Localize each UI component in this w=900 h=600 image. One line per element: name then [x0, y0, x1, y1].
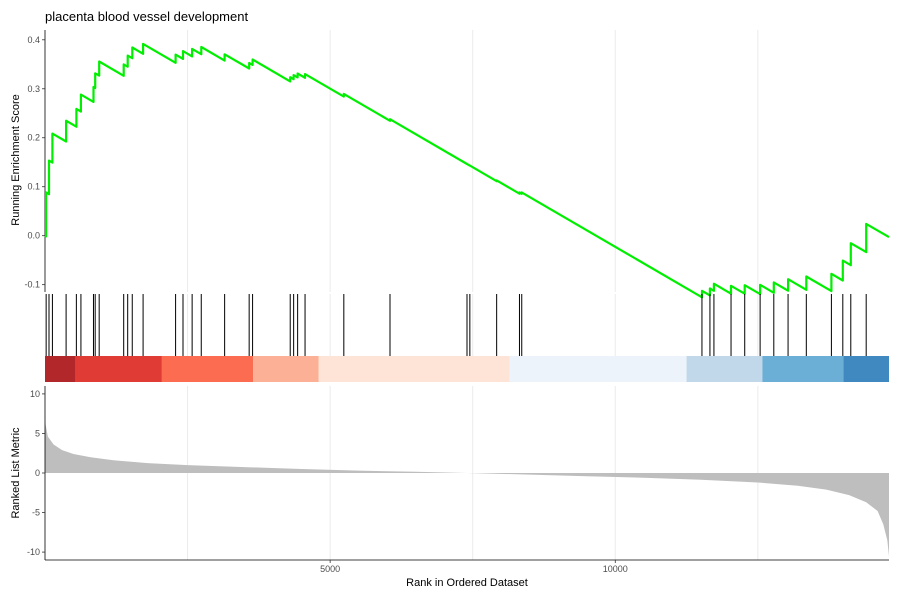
- rank-color-bar: [45, 356, 889, 382]
- enrichment-y-tick-label: -0.1: [24, 280, 40, 290]
- enrichment-gridlines: [187, 30, 759, 292]
- enrichment-y-tick-label: 0.3: [27, 84, 40, 94]
- enrichment-y-tick-label: 0.1: [27, 182, 40, 192]
- ranked-y-tick-label: 5: [35, 428, 40, 438]
- ranked-y-tick-label: 10: [30, 389, 40, 399]
- color-bar-segment: [762, 356, 844, 382]
- ranked-panel: -10 -5 0 5 10 5000 10000 Ranked List Metric R…: [10, 386, 889, 589]
- hits-panel: [45, 294, 889, 382]
- x-axis-tick-label: 10000: [603, 564, 628, 574]
- x-axis-tick-label: 5000: [320, 564, 340, 574]
- enrichment-panel: -0.1 0.0 0.1 0.2 0.3 0.4 Running Enrichment S…: [10, 30, 890, 299]
- ranked-y-tick-label: -10: [27, 547, 40, 557]
- color-bar-segment: [75, 356, 162, 382]
- enrichment-y-tick-label: 0.4: [27, 35, 40, 45]
- enrichment-y-tick-label: 0.2: [27, 133, 40, 143]
- color-bar-segment: [509, 356, 687, 382]
- enrichment-y-axis-title: Running Enrichment Score: [10, 94, 22, 225]
- enrichment-y-axis: -0.1 0.0 0.1 0.2 0.3 0.4: [24, 30, 46, 292]
- hits-gridlines: [187, 294, 759, 356]
- color-bar-segment: [318, 356, 510, 382]
- x-axis-ticks: 5000 10000: [320, 560, 628, 574]
- x-axis-title: Rank in Ordered Dataset: [406, 577, 528, 589]
- gene-hit-ticks: [45, 294, 867, 356]
- ranked-y-tick-label: 0: [35, 468, 40, 478]
- enrichment-y-tick-label: 0.0: [27, 231, 40, 241]
- ranked-y-axis-title: Ranked List Metric: [10, 427, 22, 519]
- color-bar-segment: [45, 356, 76, 382]
- ranked-metric-area: [45, 421, 889, 556]
- enrichment-score-line: [44, 42, 890, 299]
- ranked-y-tick-label: -5: [32, 508, 40, 518]
- color-bar-segment: [253, 356, 319, 382]
- plot-title: placenta blood vessel development: [45, 9, 248, 24]
- color-bar-segment: [161, 356, 254, 382]
- color-bar-segment: [843, 356, 889, 382]
- color-bar-segment: [686, 356, 763, 382]
- ranked-y-axis: -10 -5 0 5 10: [27, 386, 46, 560]
